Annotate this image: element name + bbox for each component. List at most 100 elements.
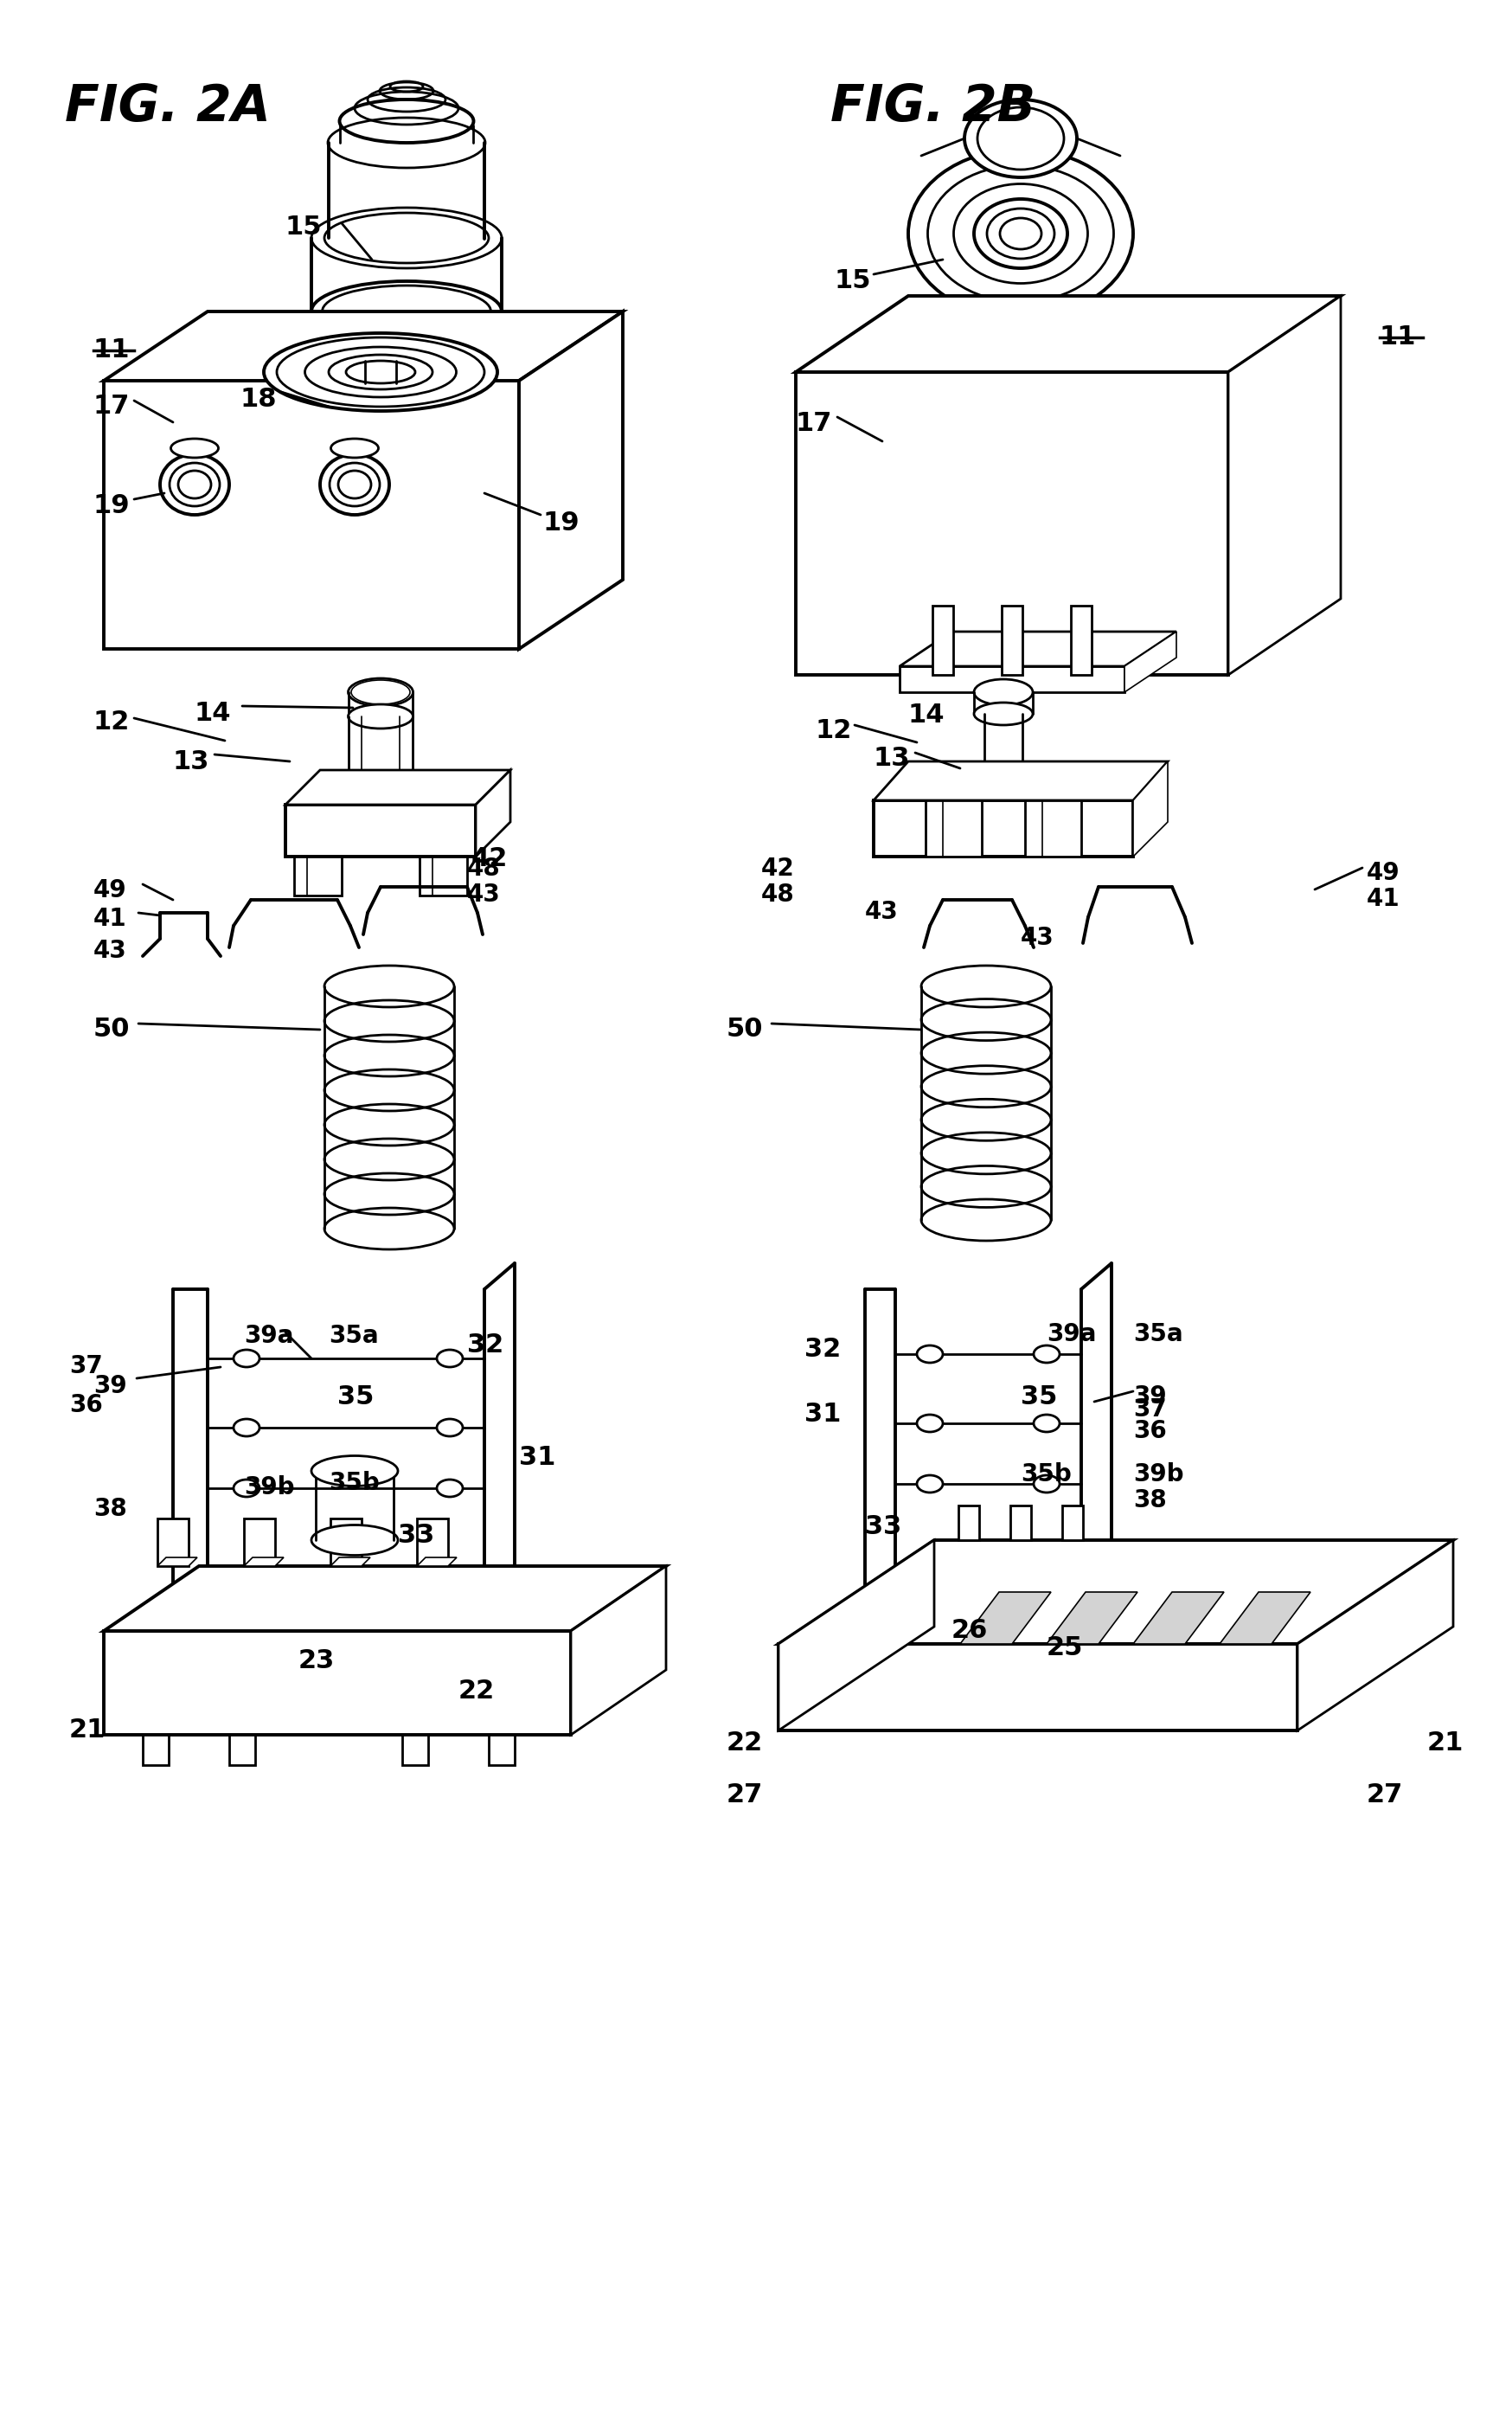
Text: 48: 48: [467, 857, 500, 881]
Bar: [478, 1610, 508, 1656]
Text: 33: 33: [865, 1514, 901, 1540]
Text: 17: 17: [795, 410, 832, 437]
Bar: [293, 857, 342, 896]
Text: 27: 27: [726, 1782, 762, 1808]
Text: 38: 38: [94, 1497, 127, 1521]
Text: 41: 41: [1365, 886, 1399, 910]
Text: 50: 50: [94, 1016, 130, 1043]
Text: FIG. 2B: FIG. 2B: [830, 82, 1034, 130]
Text: 36: 36: [70, 1393, 103, 1417]
Ellipse shape: [348, 794, 413, 816]
Bar: [313, 1610, 345, 1656]
Text: 18: 18: [240, 386, 277, 413]
Bar: [141, 1610, 171, 1656]
Text: 13: 13: [172, 748, 210, 775]
Ellipse shape: [311, 1526, 398, 1555]
Text: 35b: 35b: [328, 1470, 380, 1494]
Ellipse shape: [1033, 1475, 1058, 1492]
Text: 39b: 39b: [243, 1475, 295, 1499]
Polygon shape: [1219, 1591, 1309, 1644]
Text: 43: 43: [1021, 927, 1054, 951]
Ellipse shape: [263, 333, 497, 410]
Polygon shape: [1228, 297, 1340, 676]
Polygon shape: [1123, 632, 1176, 693]
Ellipse shape: [233, 1480, 260, 1497]
Text: 11: 11: [94, 338, 130, 362]
Polygon shape: [243, 1557, 284, 1567]
Polygon shape: [779, 1540, 933, 1731]
Text: 31: 31: [519, 1446, 555, 1470]
Text: 31: 31: [804, 1403, 841, 1427]
Bar: [402, 1736, 428, 1765]
Ellipse shape: [437, 1419, 463, 1436]
Text: 48: 48: [761, 884, 794, 908]
Text: 35: 35: [337, 1383, 373, 1410]
Bar: [836, 1610, 866, 1656]
Bar: [157, 1518, 189, 1567]
Polygon shape: [330, 1557, 370, 1567]
Text: 12: 12: [94, 710, 130, 734]
Text: 27: 27: [1365, 1782, 1403, 1808]
Polygon shape: [475, 770, 510, 857]
Text: 38: 38: [1132, 1487, 1166, 1514]
Polygon shape: [417, 1557, 457, 1567]
Bar: [243, 1518, 275, 1567]
Ellipse shape: [233, 1349, 260, 1366]
Bar: [408, 1610, 438, 1656]
Polygon shape: [157, 1557, 197, 1567]
Text: 39: 39: [94, 1374, 127, 1398]
Text: 49: 49: [94, 879, 127, 903]
Bar: [488, 1736, 514, 1765]
Polygon shape: [570, 1567, 665, 1736]
Ellipse shape: [348, 678, 413, 705]
Ellipse shape: [437, 1349, 463, 1366]
Text: 23: 23: [298, 1649, 334, 1673]
Ellipse shape: [907, 150, 1132, 319]
Text: 35b: 35b: [1021, 1463, 1070, 1487]
Text: 39a: 39a: [1046, 1323, 1096, 1347]
Ellipse shape: [331, 439, 378, 459]
Polygon shape: [1132, 760, 1167, 857]
Ellipse shape: [1033, 1345, 1058, 1364]
Text: 33: 33: [398, 1523, 434, 1547]
Text: 50: 50: [726, 1016, 764, 1043]
Text: 32: 32: [804, 1337, 841, 1361]
Polygon shape: [795, 372, 1228, 676]
Text: 22: 22: [726, 1731, 762, 1755]
Bar: [1001, 606, 1022, 676]
Ellipse shape: [160, 454, 230, 514]
Text: 15: 15: [286, 215, 322, 239]
Bar: [931, 606, 953, 676]
Text: 12: 12: [815, 717, 851, 744]
Ellipse shape: [974, 678, 1033, 705]
Polygon shape: [872, 760, 1167, 801]
Bar: [1010, 1506, 1031, 1540]
Text: 39a: 39a: [243, 1323, 293, 1347]
Text: 15: 15: [835, 268, 871, 295]
Polygon shape: [779, 1644, 1297, 1731]
Bar: [230, 1736, 256, 1765]
Bar: [900, 666, 1123, 693]
Text: 37: 37: [1132, 1398, 1166, 1422]
Ellipse shape: [916, 1345, 942, 1364]
Ellipse shape: [437, 1480, 463, 1497]
Ellipse shape: [916, 1475, 942, 1492]
Bar: [417, 1518, 448, 1567]
Polygon shape: [104, 1632, 570, 1736]
Text: 36: 36: [1132, 1419, 1166, 1444]
Text: 13: 13: [872, 746, 910, 770]
Polygon shape: [960, 1591, 1051, 1644]
Bar: [330, 1518, 361, 1567]
Text: 35a: 35a: [1132, 1323, 1182, 1347]
Bar: [872, 801, 1132, 857]
Text: 14: 14: [195, 700, 231, 727]
Text: 42: 42: [761, 857, 794, 881]
Text: 17: 17: [94, 393, 130, 418]
Text: 11: 11: [1379, 323, 1415, 350]
Text: 26: 26: [951, 1617, 987, 1644]
Bar: [906, 1610, 936, 1656]
Ellipse shape: [916, 1415, 942, 1432]
Ellipse shape: [1033, 1415, 1058, 1432]
Text: 21: 21: [1426, 1731, 1464, 1755]
Bar: [218, 1610, 249, 1656]
